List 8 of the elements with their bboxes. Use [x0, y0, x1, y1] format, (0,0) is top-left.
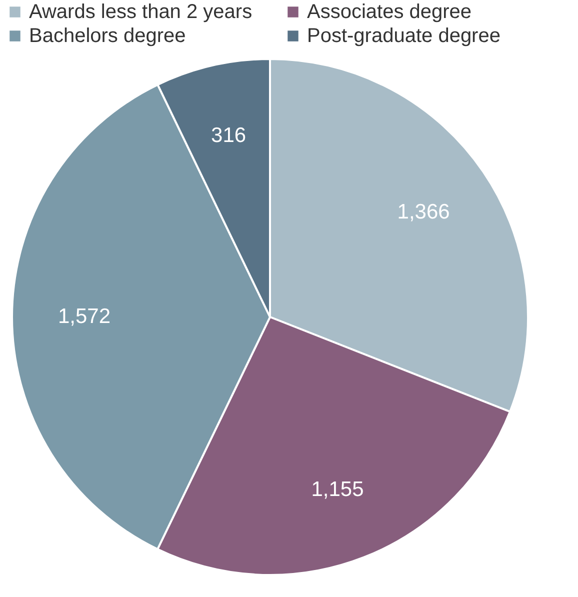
- data-label: 316: [211, 124, 246, 147]
- data-label: 1,155: [311, 478, 364, 502]
- legend-label: Associates degree: [307, 1, 472, 23]
- legend-label: Awards less than 2 years: [29, 1, 252, 23]
- legend-label: Bachelors degree: [29, 25, 186, 47]
- data-label: 1,572: [58, 304, 111, 328]
- legend-label: Post-graduate degree: [307, 25, 500, 47]
- data-label: 1,366: [397, 200, 450, 224]
